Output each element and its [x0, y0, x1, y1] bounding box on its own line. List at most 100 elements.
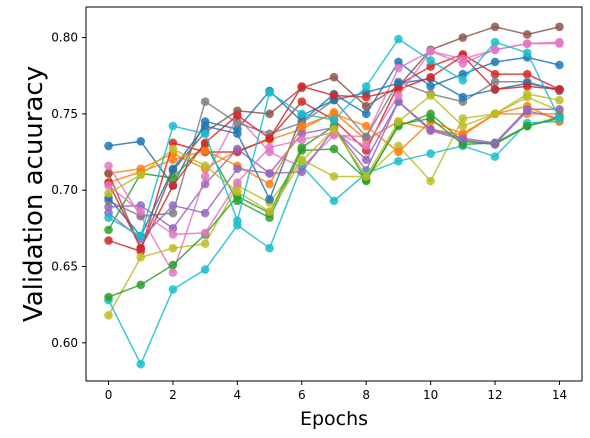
data-point [522, 30, 532, 39]
data-point [555, 114, 564, 123]
data-point [490, 37, 500, 47]
data-point [136, 253, 146, 262]
data-point [490, 152, 500, 161]
data-point [265, 169, 274, 178]
data-point [555, 104, 564, 114]
data-point [426, 149, 435, 158]
data-point [458, 114, 468, 123]
x-tick-label: 4 [234, 388, 242, 402]
x-tick-label: 10 [423, 388, 438, 402]
data-point [104, 311, 113, 320]
y-tick-label: 0.65 [51, 260, 78, 274]
data-point [168, 181, 178, 190]
y-tick-label: 0.80 [51, 31, 78, 45]
series-17 [104, 89, 564, 216]
data-point [104, 161, 113, 171]
data-point [200, 208, 210, 218]
data-point [200, 161, 210, 171]
data-point [458, 133, 468, 143]
data-point [265, 195, 274, 204]
data-point [168, 268, 178, 277]
data-point [329, 109, 339, 119]
data-point [168, 121, 178, 131]
x-tick-label: 6 [298, 388, 306, 402]
data-point [265, 243, 274, 253]
data-point [104, 292, 113, 302]
data-point [168, 155, 178, 164]
data-point [361, 92, 371, 102]
y-axis-title: Validation acuuracy [19, 66, 49, 322]
data-point [329, 91, 339, 100]
data-point [136, 137, 146, 146]
data-point [426, 72, 435, 82]
data-point [297, 143, 307, 152]
data-point [555, 60, 564, 70]
data-point [522, 82, 532, 91]
data-point [361, 82, 371, 91]
data-point [297, 97, 307, 106]
data-point [136, 231, 146, 241]
data-point [200, 239, 210, 248]
data-point [200, 97, 210, 106]
data-point [168, 260, 178, 270]
data-point [555, 95, 564, 105]
data-point [458, 33, 468, 42]
x-tick-label: 8 [362, 388, 370, 402]
data-point [394, 147, 403, 157]
data-point [490, 77, 500, 87]
data-point [136, 170, 146, 180]
data-point [329, 196, 339, 206]
data-point [458, 69, 468, 79]
data-point [233, 178, 242, 187]
data-point [426, 62, 435, 71]
data-point [394, 156, 403, 166]
data-point [233, 216, 242, 226]
plot-frame [85, 6, 583, 382]
data-point [490, 22, 500, 32]
data-point [200, 172, 210, 181]
data-point [104, 236, 113, 245]
data-point [104, 225, 113, 235]
data-point [522, 104, 532, 114]
data-point [265, 179, 274, 189]
data-point [200, 121, 210, 131]
data-point [426, 56, 435, 65]
data-point [394, 91, 403, 100]
data-point [233, 129, 242, 138]
data-point [136, 207, 146, 216]
data-point [458, 121, 468, 131]
x-axis-title: Epochs [300, 408, 368, 430]
data-point [297, 135, 307, 145]
data-point [361, 101, 371, 111]
data-point [297, 129, 307, 138]
data-point [265, 133, 274, 143]
data-point [522, 121, 532, 131]
data-point [168, 224, 178, 233]
data-point [329, 115, 339, 125]
data-point [265, 88, 274, 97]
data-point [394, 117, 403, 126]
data-point [394, 57, 403, 67]
data-point [104, 141, 113, 151]
data-point [555, 37, 564, 47]
data-point [522, 48, 532, 58]
data-point [458, 140, 468, 149]
data-point [297, 121, 307, 131]
data-point [200, 265, 210, 274]
series-15 [104, 97, 564, 244]
data-point [104, 202, 113, 212]
data-point [426, 82, 435, 91]
data-point [361, 172, 371, 181]
data-point [490, 138, 500, 148]
data-point [104, 181, 113, 190]
data-point [522, 89, 532, 99]
data-point [265, 207, 274, 216]
data-point [104, 213, 113, 222]
data-point [136, 280, 146, 290]
data-point [168, 164, 178, 174]
data-point [490, 69, 500, 79]
data-point [490, 109, 500, 119]
data-point [297, 156, 307, 166]
data-point [522, 69, 532, 79]
data-point [297, 167, 307, 177]
